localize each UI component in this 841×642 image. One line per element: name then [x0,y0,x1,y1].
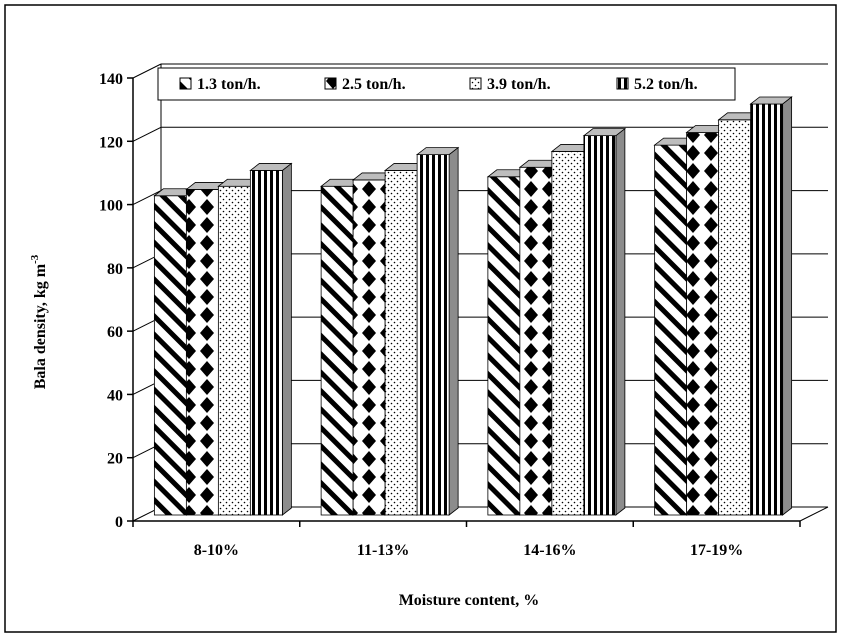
legend-item: 3.9 ton/h. [469,76,551,93]
x-tick-labels: 8-10% 11-13% 14-16% 17-19% [194,542,744,559]
y-tick-label: 40 [107,387,123,404]
x-tick-label: 11-13% [357,542,409,559]
legend-label: 2.5 ton/h. [342,76,406,93]
bar-side-face [281,162,292,516]
bar-side-face [615,127,626,516]
x-tick-label: 17-19% [690,542,743,559]
legend: 1.3 ton/h. 2.5 ton/h. 3.9 ton/h. 5.2 ton/h. [157,67,736,101]
gridline-depth [132,190,162,206]
bar [749,96,793,516]
legend-swatch [469,77,482,90]
x-tick-label: 8-10% [194,542,239,559]
x-axis-label: Moisture content, % [399,592,540,609]
bar-front-face [583,135,617,516]
bars-group [153,96,793,516]
x-tick-label: 14-16% [523,542,576,559]
bar-front-face [249,170,283,516]
floor-depth-edge-right [799,506,829,522]
legend-label: 5.2 ton/h. [634,76,698,93]
bar-front-face [217,185,251,516]
bar-front-face [718,119,752,516]
y-tick-label: 80 [107,261,123,278]
y-tick-label: 100 [99,198,123,215]
legend-label: 3.9 ton/h. [487,76,551,93]
bar-front-face [153,195,187,516]
bar-front-face [185,189,219,516]
bar [582,127,627,516]
y-tick-label: 140 [99,71,123,88]
legend-item: 1.3 ton/h. [179,76,261,93]
bar-front-face [654,144,688,516]
chart-border [4,4,837,633]
y-tick-labels: 0 20 40 60 80 100 120 140 [99,71,123,531]
legend-swatch [179,77,192,90]
legend-item: 2.5 ton/h. [324,76,406,93]
y-tick-label: 20 [107,451,123,468]
bar-top-face [582,128,627,137]
legend-swatch [324,77,337,90]
bar-side-face [448,146,459,516]
legend-item: 5.2 ton/h. [616,76,698,93]
bar-side-face [782,96,793,516]
y-tick-label: 60 [107,324,123,341]
bar-front-face [320,185,354,516]
bar [415,146,460,516]
y-axis-label: Bala density, kg m-3 [29,254,49,389]
legend-box [157,67,736,101]
y-tick-label: 0 [115,514,123,531]
bar-front-face [686,132,720,516]
gridline-depth [132,63,162,79]
bar [249,162,293,516]
axes [127,77,801,527]
gridline-depth [132,126,162,142]
bar-front-face [551,151,585,516]
y-tick-label: 120 [99,134,123,151]
y-axis-label-text: Bala density, kg m [32,263,49,389]
y-axis-label-superscript: -3 [29,254,41,264]
bar-front-face [750,103,784,516]
bar-top-face [415,147,460,156]
bar-front-face [384,170,418,516]
bar-front-face [519,166,553,516]
bar-front-face [352,179,386,516]
legend-swatch [616,77,629,90]
legend-label: 1.3 ton/h. [197,76,261,93]
bar-front-face [416,154,450,516]
bar-front-face [487,176,521,516]
bar-top-face [749,96,793,105]
bar-top-face [249,163,293,171]
